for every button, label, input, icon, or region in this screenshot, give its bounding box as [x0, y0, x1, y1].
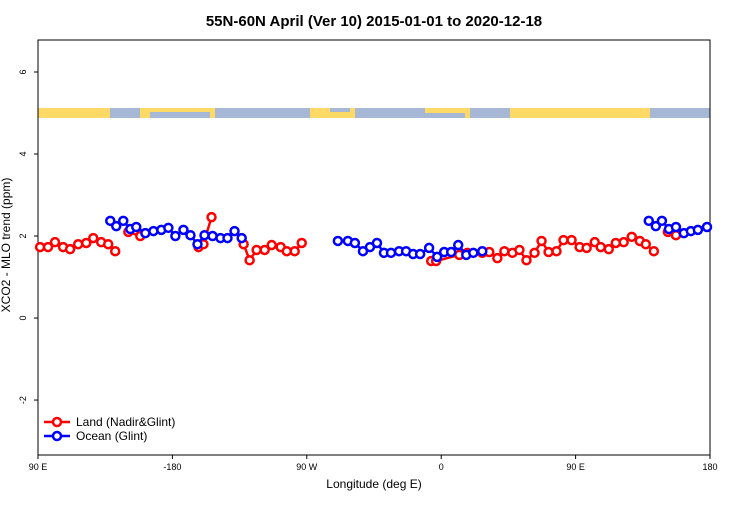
data-point [414, 248, 426, 260]
data-point [499, 245, 510, 257]
legend-marker [51, 416, 63, 428]
legend-label: Ocean (Glint) [76, 429, 147, 443]
data-point [296, 237, 307, 249]
data-point [229, 225, 240, 237]
data-point [618, 236, 629, 248]
data-point [551, 245, 562, 257]
data-point [42, 241, 54, 253]
data-point [371, 237, 383, 249]
x-axis-label: Longitude (deg E) [326, 477, 421, 491]
data-point [468, 247, 479, 259]
y-tick-label: 0 [18, 316, 28, 321]
data-point [514, 244, 525, 256]
data-point [251, 244, 262, 256]
data-point [244, 254, 255, 266]
data-point [431, 251, 443, 263]
data-point [236, 232, 247, 244]
data-point [521, 254, 532, 266]
data-point [111, 220, 122, 232]
data-point [102, 238, 114, 250]
x-tick-label: 90 W [296, 462, 318, 472]
y-tick-label: 6 [18, 69, 28, 74]
data-point [170, 230, 181, 242]
data-point [558, 234, 569, 246]
data-point [650, 220, 662, 232]
chart-title: 55N-60N April (Ver 10) 2015-01-01 to 202… [206, 13, 542, 30]
data-point [701, 221, 713, 233]
data-point [643, 215, 655, 227]
data-point [332, 235, 344, 247]
x-tick-label: 180 [702, 462, 717, 472]
data-point [80, 237, 92, 249]
data-point [349, 237, 361, 249]
data-point [163, 222, 174, 234]
data-point [118, 215, 129, 227]
data-point [656, 215, 668, 227]
data-point [492, 252, 503, 264]
x-tick-label: 90 E [29, 462, 48, 472]
data-point [626, 231, 637, 243]
data-point [595, 241, 606, 253]
data-point [109, 245, 121, 257]
y-tick-label: -2 [18, 396, 28, 404]
data-point [603, 243, 615, 255]
data-point [131, 221, 142, 233]
data-point [49, 236, 61, 248]
y-tick-label: 2 [18, 234, 28, 239]
data-point [88, 232, 99, 244]
legend-marker [51, 430, 63, 442]
data-point [581, 242, 592, 254]
data-point [64, 243, 76, 255]
legend-label: Land (Nadir&Glint) [76, 415, 175, 429]
data-point [477, 245, 488, 257]
y-axis-label: XCO2 - MLO trend (ppm) [0, 178, 13, 313]
data-point [452, 239, 464, 251]
data-point [529, 247, 540, 259]
x-tick-label: 0 [439, 462, 444, 472]
data-point [199, 229, 210, 241]
map-strip [38, 108, 710, 118]
x-tick-label: -180 [163, 462, 181, 472]
y-tick-label: 4 [18, 151, 28, 156]
data-point [640, 238, 652, 250]
data-point [185, 229, 196, 241]
data-point [140, 227, 151, 239]
data-point [222, 232, 233, 244]
data-point [178, 224, 189, 236]
data-point [536, 235, 547, 247]
data-point [648, 245, 660, 257]
data-point [445, 246, 457, 258]
x-tick-label: 90 E [566, 462, 585, 472]
data-point [72, 238, 84, 250]
data-point [259, 244, 270, 256]
data-point [148, 225, 159, 237]
data-point [670, 221, 682, 233]
data-point [423, 242, 435, 254]
data-point [692, 224, 704, 236]
data-point [566, 234, 577, 246]
data-point [266, 239, 277, 251]
data-point [289, 245, 300, 257]
data-point [385, 247, 397, 259]
data-point [206, 211, 217, 223]
data-point [192, 238, 203, 250]
